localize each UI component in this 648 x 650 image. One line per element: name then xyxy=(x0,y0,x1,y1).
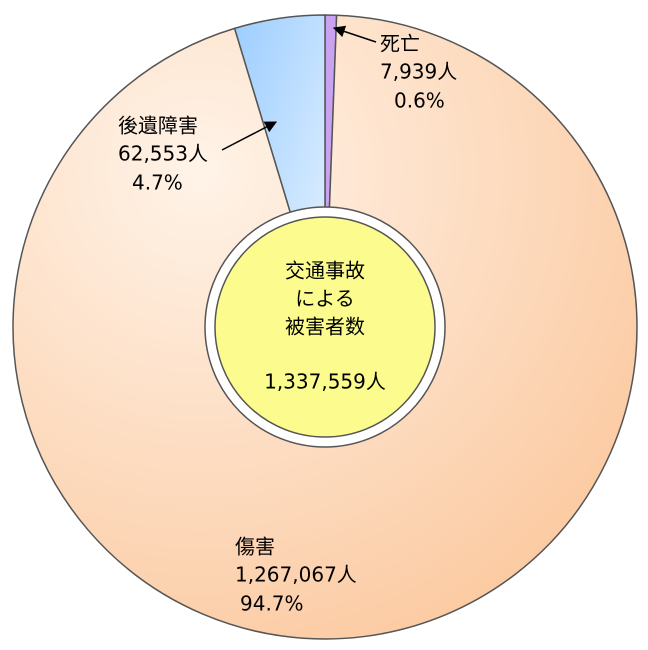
center-title: による xyxy=(295,287,354,311)
value-label: 7,939人 xyxy=(380,60,457,84)
total-label: 1,337,559人 xyxy=(264,370,386,394)
value-label: 62,553人 xyxy=(118,142,208,166)
pointer-arrow xyxy=(332,25,377,43)
slice-label: 死亡 xyxy=(380,32,420,56)
slice-label: 傷害 xyxy=(235,535,275,559)
center-title: 交通事故 xyxy=(285,259,365,283)
center-title: 被害者数 xyxy=(285,315,365,339)
percent-label: 0.6% xyxy=(394,89,445,113)
percent-label: 94.7% xyxy=(240,592,304,616)
value-label: 1,267,067人 xyxy=(235,563,357,587)
slice-label: 後遺障害 xyxy=(118,114,198,138)
percent-label: 4.7% xyxy=(132,171,183,195)
pointer-arrow xyxy=(221,121,278,151)
center-disc xyxy=(214,216,436,438)
